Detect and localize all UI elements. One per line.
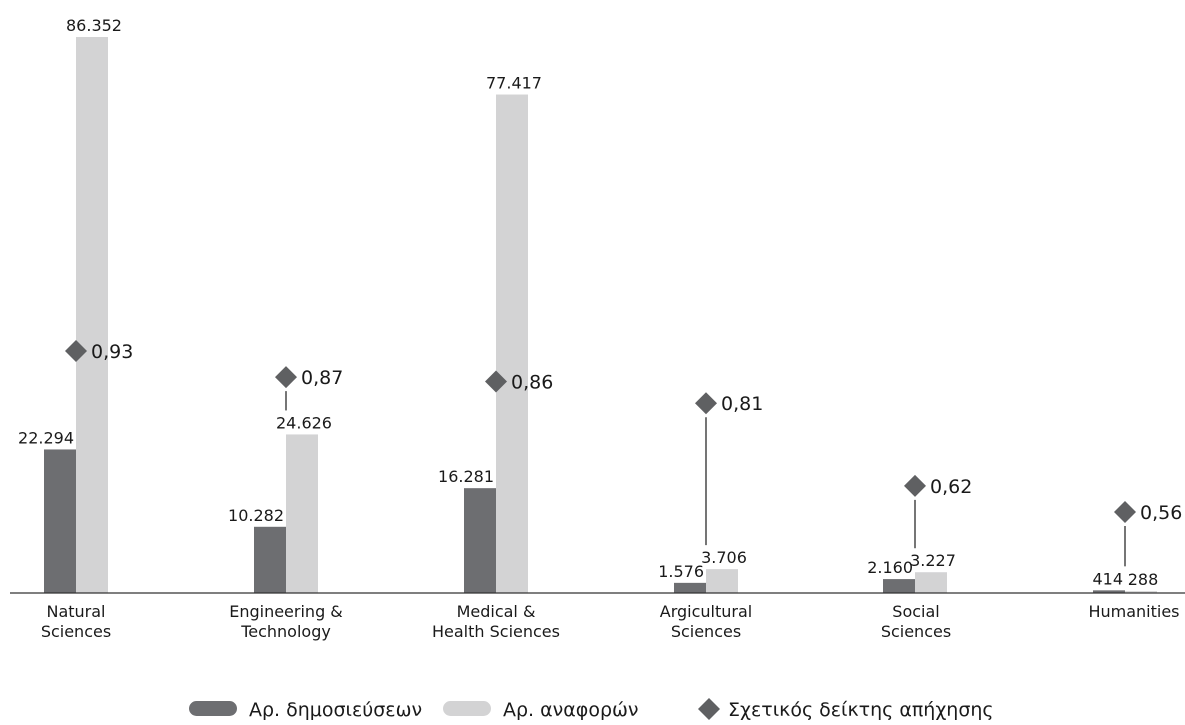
category-labels: Natural Sciences Engineering & Technology Me… [41, 602, 1180, 641]
label-publications-0: 22.294 [18, 428, 74, 447]
category-label-3: Argicultural Sciences [660, 602, 752, 641]
bar-publications-0 [44, 449, 76, 593]
legend-swatch-ratio [698, 698, 720, 720]
bar-publications-1 [254, 526, 286, 593]
connectors-layer [65, 340, 1136, 567]
ratio-marker-5 [1114, 501, 1136, 523]
label-publications-2: 16.281 [438, 467, 494, 486]
legend-swatch-citations [443, 701, 491, 716]
label-ratio-5: 0,56 [1140, 502, 1182, 524]
legend-label-publications: Αρ. δημοσιεύσεων [249, 699, 422, 721]
bar-publications-5 [1093, 590, 1125, 593]
bar-citations-1 [286, 434, 318, 593]
legend: Αρ. δημοσιεύσεων Αρ. αναφορών Σχετικός δεί… [189, 698, 994, 721]
legend-label-citations: Αρ. αναφορών [503, 699, 639, 721]
label-publications-4: 2.160 [867, 558, 913, 577]
label-ratio-4: 0,62 [930, 476, 972, 498]
ratio-marker-3 [695, 392, 717, 415]
ratio-marker-1 [275, 366, 297, 389]
bar-citations-3 [706, 569, 738, 593]
ratio-marker-2 [485, 370, 507, 393]
category-label-4: Social Sciences [881, 602, 951, 641]
label-citations-3: 3.706 [701, 548, 747, 567]
category-label-1: Engineering & Technology [229, 602, 343, 641]
ratio-marker-4 [904, 474, 926, 497]
label-citations-4: 3.227 [910, 551, 956, 570]
label-ratio-1: 0,87 [301, 367, 343, 389]
category-label-0: Natural Sciences [41, 602, 111, 641]
label-publications-1: 10.282 [228, 506, 284, 525]
bar-citations-4 [915, 572, 947, 593]
label-citations-5: 288 [1128, 570, 1159, 589]
legend-label-ratio: Σχετικός δείκτης απήχησης [728, 699, 994, 721]
label-ratio-3: 0,81 [721, 393, 763, 415]
label-publications-5: 414 [1092, 569, 1123, 588]
ratio-marker-0 [65, 340, 87, 362]
label-citations-2: 77.417 [486, 74, 542, 93]
bar-citations-5 [1125, 591, 1157, 593]
bar-publications-4 [883, 579, 915, 593]
legend-swatch-publications [189, 701, 237, 716]
category-label-2: Medical & Health Sciences [432, 602, 560, 641]
bars-layer [44, 37, 1157, 594]
label-citations-1: 24.626 [276, 413, 332, 432]
label-publications-3: 1.576 [658, 562, 704, 581]
label-citations-0: 86.352 [66, 16, 122, 35]
bar-citations-0 [76, 37, 108, 593]
bar-publications-3 [674, 582, 706, 593]
labels-layer: 22.294 86.352 0,93 10.282 24.626 0,87 16.281 77… [18, 16, 1182, 589]
label-ratio-0: 0,93 [91, 341, 133, 363]
bar-citations-2 [496, 94, 528, 594]
category-label-5: Humanities [1088, 602, 1179, 621]
label-ratio-2: 0,86 [511, 371, 553, 393]
bar-publications-2 [464, 488, 496, 593]
